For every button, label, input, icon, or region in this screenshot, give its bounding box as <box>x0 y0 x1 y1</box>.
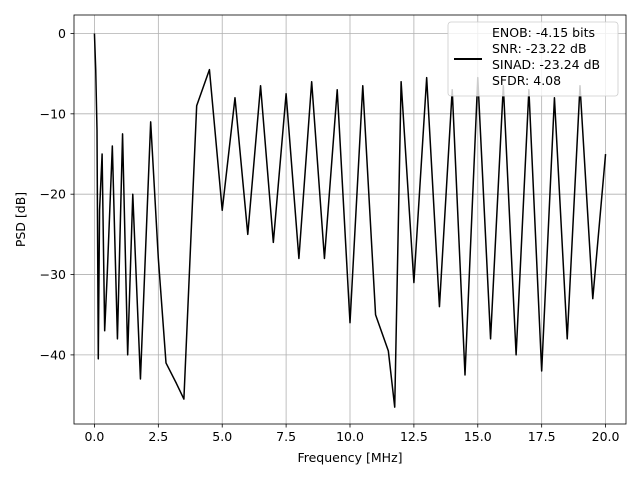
y-tick-label: −40 <box>40 347 66 362</box>
y-tick-label: −30 <box>40 267 66 282</box>
y-tick-label: 0 <box>58 26 66 41</box>
x-tick-label: 17.5 <box>528 429 556 444</box>
x-tick-label: 20.0 <box>592 429 620 444</box>
x-tick-label: 10.0 <box>336 429 364 444</box>
y-tick-label: −20 <box>40 187 66 202</box>
legend-entry-enob: ENOB: -4.15 bits <box>492 25 595 40</box>
legend-entry-sfdr: SFDR: 4.08 <box>492 73 561 88</box>
psd-series-line <box>93 33 607 408</box>
psd-trace <box>93 33 607 408</box>
x-axis: 0.0 2.5 5.0 7.5 10.0 12.5 15.0 17.5 20.0 <box>84 424 620 444</box>
x-tick-label: 15.0 <box>464 429 492 444</box>
y-axis: 0 −10 −20 −30 −40 <box>40 26 74 362</box>
legend-entry-sinad: SINAD: -23.24 dB <box>492 57 600 72</box>
x-tick-label: 7.5 <box>276 429 296 444</box>
x-tick-label: 2.5 <box>148 429 168 444</box>
x-axis-label: Frequency [MHz] <box>297 450 402 465</box>
x-tick-label: 0.0 <box>84 429 104 444</box>
x-tick-label: 5.0 <box>212 429 232 444</box>
legend-box <box>447 21 619 97</box>
legend: ENOB: -4.15 bits SNR: -23.22 dB SINAD: -… <box>447 21 619 97</box>
y-axis-label: PSD [dB] <box>13 192 28 247</box>
y-tick-label: −10 <box>40 106 66 121</box>
legend-entry-snr: SNR: -23.22 dB <box>492 41 587 56</box>
x-tick-label: 12.5 <box>400 429 428 444</box>
